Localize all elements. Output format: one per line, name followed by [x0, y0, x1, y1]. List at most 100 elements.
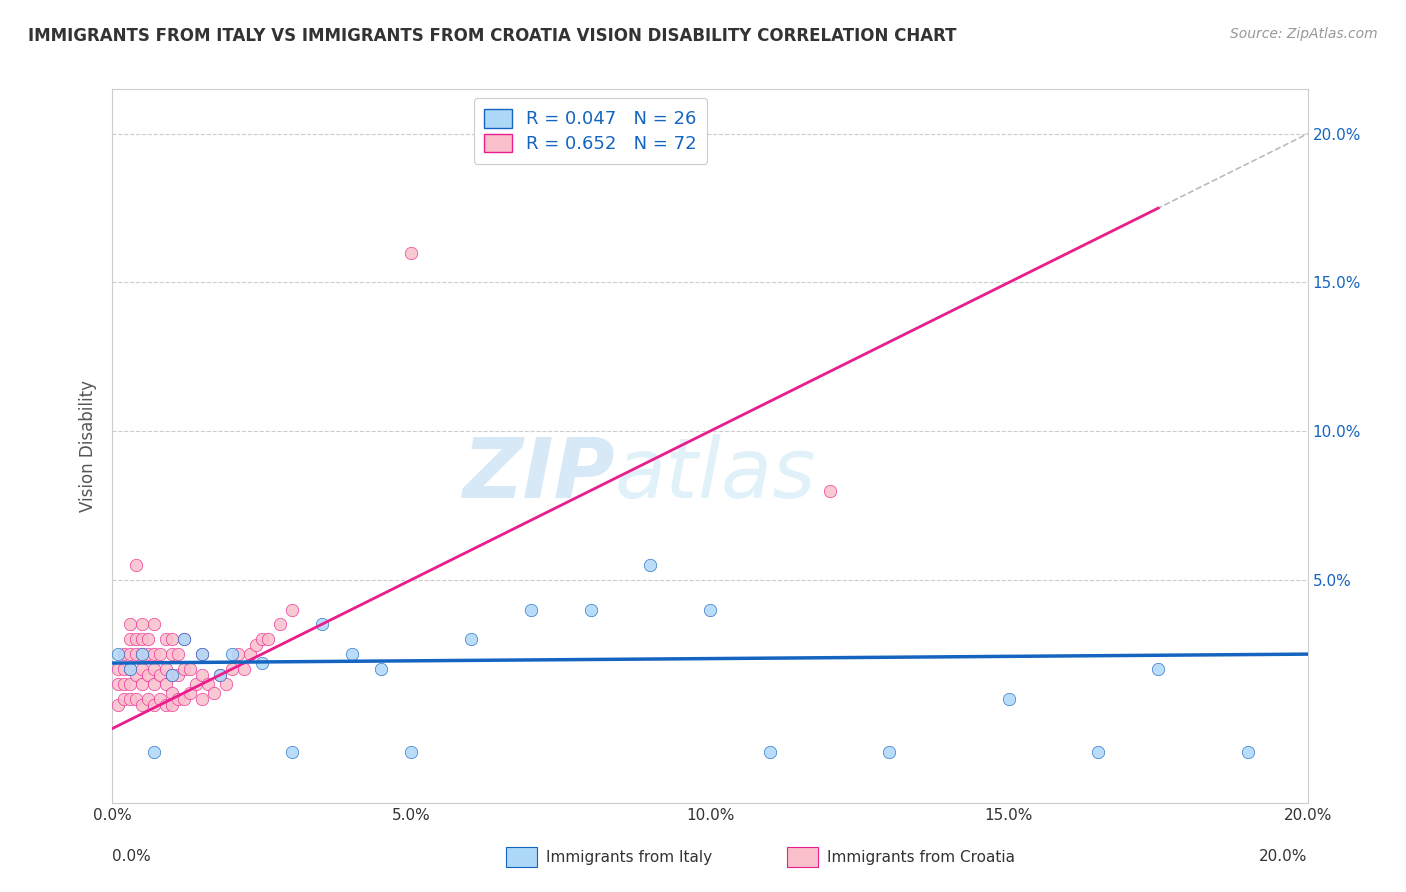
Point — [162, 686, 183, 700]
Text: Immigrants from Italy: Immigrants from Italy — [546, 850, 711, 864]
Point — [1237, 745, 1260, 759]
Point — [162, 647, 183, 661]
Point — [818, 483, 841, 498]
Point — [186, 677, 208, 691]
Point — [155, 632, 177, 647]
Point — [125, 558, 148, 572]
Point — [173, 632, 195, 647]
Point — [460, 632, 482, 647]
Point — [149, 691, 172, 706]
Point — [226, 647, 249, 661]
Point — [155, 677, 177, 691]
Point — [245, 638, 267, 652]
Point — [143, 745, 166, 759]
Point — [120, 617, 142, 632]
Point — [232, 662, 256, 676]
Point — [401, 745, 423, 759]
Point — [208, 668, 231, 682]
Point — [125, 647, 148, 661]
Point — [167, 647, 190, 661]
Point — [370, 662, 392, 676]
Point — [257, 632, 280, 647]
Point — [191, 668, 214, 682]
Point — [173, 691, 195, 706]
Point — [202, 686, 225, 700]
Point — [125, 668, 148, 682]
Point — [167, 668, 190, 682]
Point — [191, 647, 214, 661]
Point — [143, 698, 166, 712]
Point — [221, 647, 243, 661]
Point — [579, 602, 602, 616]
Point — [1147, 662, 1170, 676]
Point — [759, 745, 782, 759]
Point — [120, 632, 142, 647]
Point — [131, 677, 153, 691]
Point — [107, 662, 129, 676]
Point — [173, 662, 195, 676]
Point — [197, 677, 219, 691]
Point — [107, 677, 129, 691]
Point — [125, 691, 148, 706]
Point — [131, 647, 153, 661]
Point — [221, 662, 243, 676]
Point — [208, 668, 231, 682]
Point — [250, 656, 273, 670]
Point — [699, 602, 721, 616]
Point — [138, 668, 160, 682]
Point — [138, 632, 160, 647]
Text: ZIP: ZIP — [461, 434, 614, 515]
Point — [191, 647, 214, 661]
Point — [107, 647, 129, 661]
Point — [120, 691, 142, 706]
Point — [215, 677, 238, 691]
Point — [107, 698, 129, 712]
Point — [269, 617, 291, 632]
Point — [120, 662, 142, 676]
Text: Immigrants from Croatia: Immigrants from Croatia — [827, 850, 1015, 864]
Point — [120, 662, 142, 676]
Point — [401, 245, 423, 260]
Text: IMMIGRANTS FROM ITALY VS IMMIGRANTS FROM CROATIA VISION DISABILITY CORRELATION C: IMMIGRANTS FROM ITALY VS IMMIGRANTS FROM… — [28, 27, 956, 45]
Point — [138, 691, 160, 706]
Point — [998, 691, 1021, 706]
Point — [167, 691, 190, 706]
Point — [191, 691, 214, 706]
Legend: R = 0.047   N = 26, R = 0.652   N = 72: R = 0.047 N = 26, R = 0.652 N = 72 — [474, 98, 707, 164]
Text: 0.0%: 0.0% — [112, 849, 152, 863]
Point — [114, 691, 135, 706]
Point — [131, 662, 153, 676]
Point — [131, 698, 153, 712]
Point — [131, 632, 153, 647]
Point — [143, 677, 166, 691]
Text: 20.0%: 20.0% — [1260, 849, 1308, 863]
Point — [250, 632, 273, 647]
Point — [281, 602, 304, 616]
Point — [179, 686, 201, 700]
Point — [281, 745, 304, 759]
Point — [155, 698, 177, 712]
Point — [143, 662, 166, 676]
Point — [162, 698, 183, 712]
Point — [143, 617, 166, 632]
Point — [340, 647, 363, 661]
Point — [179, 662, 201, 676]
Point — [138, 647, 160, 661]
Point — [114, 647, 135, 661]
Point — [143, 647, 166, 661]
Point — [114, 677, 135, 691]
Point — [114, 662, 135, 676]
Point — [877, 745, 901, 759]
Point — [520, 602, 543, 616]
Text: atlas: atlas — [614, 434, 815, 515]
Point — [162, 632, 183, 647]
Point — [131, 647, 153, 661]
Point — [162, 668, 183, 682]
Text: Source: ZipAtlas.com: Source: ZipAtlas.com — [1230, 27, 1378, 41]
Point — [1087, 745, 1109, 759]
Point — [120, 677, 142, 691]
Point — [120, 647, 142, 661]
Point — [162, 668, 183, 682]
Point — [173, 632, 195, 647]
Y-axis label: Vision Disability: Vision Disability — [79, 380, 97, 512]
